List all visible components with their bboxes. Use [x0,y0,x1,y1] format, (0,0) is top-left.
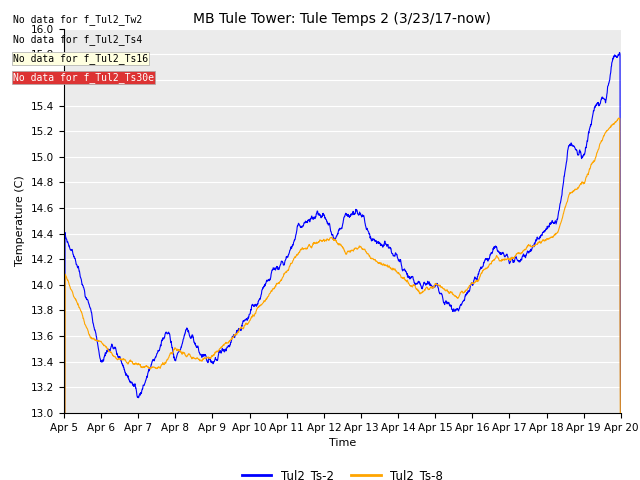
Text: No data for f_Tul2_Ts30e: No data for f_Tul2_Ts30e [13,72,154,83]
Tul2_Ts-2 [568,141,575,147]
Tul2_Ts-2 [504,255,512,261]
Tul2_Ts-2 [358,212,366,218]
Line: Tul2_Ts-8: Tul2_Ts-8 [64,118,621,413]
Text: No data for f_Tul2_Ts4: No data for f_Tul2_Ts4 [13,34,142,45]
Legend: Tul2_Ts-2, Tul2_Ts-8: Tul2_Ts-2, Tul2_Ts-8 [237,465,448,480]
Tul2_Ts-8 [371,257,378,263]
Tul2_Ts-8 [358,246,366,252]
Text: No data for f_Tul2_Tw2: No data for f_Tul2_Tw2 [13,14,142,25]
Tul2_Ts-8 [568,190,575,195]
Title: MB Tule Tower: Tule Temps 2 (3/23/17-now): MB Tule Tower: Tule Temps 2 (3/23/17-now… [193,12,492,26]
Tul2_Ts-2 [616,50,623,56]
Tul2_Ts-2 [371,236,378,242]
Tul2_Ts-8 [60,410,68,416]
Tul2_Ts-8 [504,256,512,262]
Line: Tul2_Ts-2: Tul2_Ts-2 [64,53,621,413]
Tul2_Ts-2 [60,410,68,416]
Tul2_Ts-8 [615,115,623,121]
Tul2_Ts-8 [583,173,591,179]
Y-axis label: Temperature (C): Temperature (C) [15,175,26,266]
Tul2_Ts-8 [216,347,223,352]
X-axis label: Time: Time [329,438,356,448]
Text: No data for f_Tul2_Ts16: No data for f_Tul2_Ts16 [13,53,148,64]
Tul2_Ts-2 [617,410,625,416]
Tul2_Ts-2 [583,139,591,144]
Tul2_Ts-2 [216,349,223,355]
Tul2_Ts-8 [617,410,625,416]
